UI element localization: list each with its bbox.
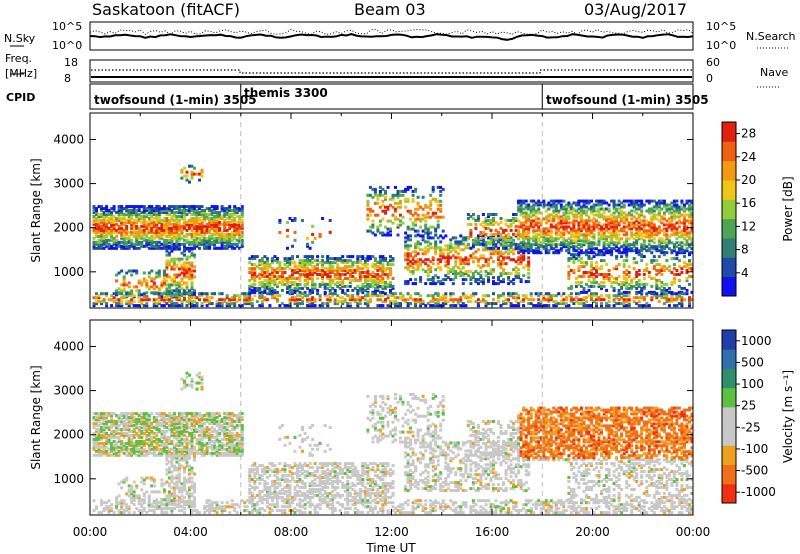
colorbar-swatch [722, 483, 736, 504]
colorbar-title: Velocity [m s⁻¹] [781, 370, 795, 463]
freq-label-1: Freq. [5, 52, 32, 65]
freq-panel-frame [89, 59, 694, 83]
freq-tick-bottom: 8 [64, 72, 71, 85]
x-tick-label: 00:00 [73, 525, 108, 539]
nsearch-line [89, 28, 694, 36]
x-tick-label: 16:00 [475, 525, 510, 539]
colorbar-swatch [722, 218, 736, 239]
station-title: Saskatoon (fitACF) [92, 0, 241, 19]
x-axis-title: Time UT [365, 541, 416, 554]
nave-tick-top: 60 [706, 56, 720, 69]
colorbar-tick-label: 28 [741, 127, 756, 141]
y-axis-title: Slant Range [km] [29, 365, 43, 469]
colorbar-swatch [722, 406, 736, 427]
x-tick-label: 08:00 [274, 525, 309, 539]
cpid-label: CPID [6, 91, 35, 104]
nsearch-label: N.Search [746, 30, 796, 43]
velocity-colorbar: 1000 500 100 25 -25 -100 -500 -1000 Velocity [m … [721, 329, 795, 504]
x-axis-labels: 00:00 04:00 08:00 12:00 16:00 20:00 00:00 [73, 525, 711, 539]
colorbar-swatch [722, 257, 736, 278]
y-tick-label: 2000 [53, 428, 84, 442]
colorbar-swatch [722, 199, 736, 220]
colorbar-swatch [722, 330, 736, 350]
y-tick-label: 1000 [53, 472, 84, 486]
nave-tick-bottom: 0 [706, 72, 713, 85]
colorbar-title: Power [dB] [781, 176, 795, 241]
cpid-panel-frame [89, 83, 694, 110]
nave-line [91, 69, 692, 74]
nave-label: Nave [760, 66, 788, 79]
colorbar-swatch [722, 426, 736, 446]
colorbar-tick-label: -100 [741, 442, 768, 456]
nsky-label: N.Sky [4, 32, 36, 45]
colorbar-tick-label: 25 [741, 399, 756, 413]
colorbar-tick-label: -1000 [741, 485, 776, 499]
nsky-tick-bottom-right: 10^0 [706, 39, 736, 52]
colorbar-swatch [722, 122, 736, 142]
colorbar-swatch [722, 464, 736, 485]
colorbar-tick-label: 100 [741, 377, 764, 391]
y-tick-label: 4000 [53, 132, 84, 146]
colorbar-tick-label: 500 [741, 355, 764, 369]
freq-label-2: [MHz] [5, 67, 37, 80]
colorbar-tick-label: 20 [741, 173, 756, 187]
date-title: 03/Aug/2017 [584, 0, 688, 19]
nsky-tick-top: 10^5 [52, 20, 82, 33]
colorbar-tick-label: 8 [741, 243, 749, 257]
y-tick-label: 4000 [53, 339, 84, 353]
nsky-line [89, 33, 694, 41]
colorbar-swatch [722, 160, 736, 181]
colorbar-tick-label: 12 [741, 219, 756, 233]
y-tick-label: 3000 [53, 177, 84, 191]
colorbar-swatch [722, 180, 736, 200]
y-axis-title: Slant Range [km] [29, 158, 43, 262]
cpid-segment-3: twofsound (1-min) 3505 [546, 93, 709, 107]
colorbar-tick-label: 1000 [741, 334, 772, 348]
y-tick-label: 1000 [53, 265, 84, 279]
y-tick-label: 3000 [53, 384, 84, 398]
cpid-segment-2: themis 3300 [244, 86, 328, 100]
cpid-segment-1: twofsound (1-min) 3505 [94, 93, 257, 107]
colorbar-tick-label: 4 [741, 266, 749, 280]
colorbar-tick-label: 16 [741, 196, 756, 210]
x-tick-label: 12:00 [374, 525, 409, 539]
beam-title: Beam 03 [354, 0, 426, 19]
colorbar-swatch [722, 141, 736, 162]
power-colorbar: 4 8 12 16 20 24 28 Power [dB] [721, 121, 795, 297]
nsky-tick-bottom: 10^0 [52, 39, 82, 52]
colorbar-tick-label: 24 [741, 150, 756, 164]
power-panel: 1000 2000 3000 4000 Slant Range [km] [29, 112, 694, 309]
colorbar-tick-label: -500 [741, 464, 768, 478]
y-tick-label: 2000 [53, 221, 84, 235]
colorbar-swatch [722, 445, 736, 465]
colorbar-swatch [722, 238, 736, 258]
x-tick-label: 00:00 [676, 525, 711, 539]
x-tick-label: 04:00 [173, 525, 208, 539]
colorbar-tick-label: -25 [741, 420, 761, 434]
colorbar-swatch [722, 368, 736, 389]
velocity-panel: 1000 2000 3000 4000 Slant Range [km] [29, 319, 694, 516]
x-tick-label: 20:00 [575, 525, 610, 539]
colorbar-swatch [722, 276, 736, 297]
freq-tick-top: 18 [64, 56, 78, 69]
colorbar-swatch [722, 387, 736, 408]
colorbar-swatch [722, 349, 736, 369]
nsky-tick-top-right: 10^5 [706, 20, 736, 33]
